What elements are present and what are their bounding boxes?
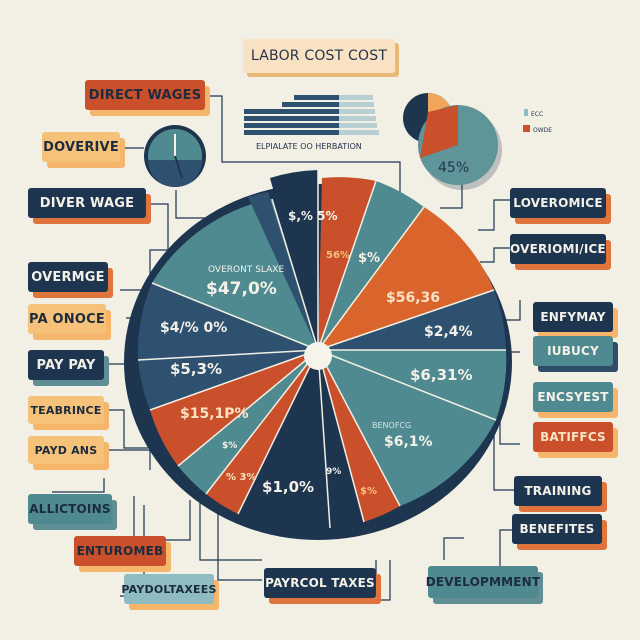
label-diver-wage: DIVER WAGE bbox=[28, 188, 146, 218]
label-loveromice: LOVEROMICE bbox=[510, 188, 606, 218]
svg-text:$6,31%: $6,31% bbox=[410, 366, 472, 384]
page-title: LABOR COST COST bbox=[243, 39, 395, 73]
svg-text:BENOFCG: BENOFCG bbox=[372, 421, 411, 430]
svg-text:$,% 5%: $,% 5% bbox=[288, 209, 337, 223]
svg-text:$%: $% bbox=[358, 251, 380, 266]
label-development: DEVELOPMMENT bbox=[426, 566, 540, 598]
svg-text:$%: $% bbox=[222, 441, 237, 451]
bar-graphic: ELPIALATE OO HERBATION bbox=[244, 95, 379, 151]
label-benefites: BENEFITES bbox=[512, 514, 602, 544]
label-payroll-taxes: PAYRCOL TAXES bbox=[264, 568, 376, 598]
label-payd-ans: PAYD ANS bbox=[28, 436, 104, 464]
clock-icon bbox=[144, 125, 206, 187]
label-doverive: DOVERIVE bbox=[42, 132, 120, 162]
label-pay-pay: PAY PAY bbox=[28, 350, 104, 380]
svg-text:$5,3%: $5,3% bbox=[170, 360, 222, 378]
svg-text:$56,36: $56,36 bbox=[386, 290, 440, 306]
label-pa-onoce: PA ONOCE bbox=[28, 304, 106, 334]
svg-text:56%: 56% bbox=[326, 250, 350, 261]
label-direct-wages: DIRECT WAGES bbox=[85, 80, 205, 110]
svg-text:$1,0%: $1,0% bbox=[262, 478, 314, 496]
svg-text:ECC: ECC bbox=[531, 111, 543, 118]
main-pie bbox=[124, 170, 512, 540]
label-encsyest: ENCSYEST bbox=[533, 382, 613, 412]
svg-text:OVERONT SLAXE: OVERONT SLAXE bbox=[208, 265, 284, 275]
svg-text:OWDE: OWDE bbox=[533, 127, 552, 134]
svg-text:45%: 45% bbox=[438, 160, 469, 176]
svg-text:9%: 9% bbox=[326, 467, 341, 477]
label-paydoltaxees: PAYDOLTAXEES bbox=[121, 574, 216, 604]
svg-text:$6,1%: $6,1% bbox=[384, 434, 433, 450]
label-training: TRAINING bbox=[514, 476, 602, 506]
svg-text:$%: $% bbox=[360, 486, 377, 497]
label-overmge: OVERMGE bbox=[28, 262, 108, 292]
label-teabrince: TEABRINCE bbox=[28, 396, 104, 424]
label-allictoins: ALLICTOINS bbox=[28, 494, 112, 524]
label-batiffcs: BATIFFCS bbox=[533, 422, 613, 452]
svg-text:$4/% 0%: $4/% 0% bbox=[160, 320, 227, 336]
svg-text:$15,1P%: $15,1P% bbox=[180, 406, 249, 422]
pie-value-labels: OVERONT SLAXE $47,0% $,% 5% 56% $% $56,3… bbox=[160, 209, 473, 497]
label-enfymay: ENFYMAY bbox=[533, 302, 613, 332]
label-overiomiice: OVERIOMI/ICE bbox=[510, 234, 606, 264]
label-iubucy: IUBUCY bbox=[533, 336, 613, 366]
svg-text:% 3%: % 3% bbox=[226, 472, 256, 483]
mini-pie: 45% ECC OWDE bbox=[403, 92, 552, 190]
svg-text:$2,4%: $2,4% bbox=[424, 324, 473, 340]
bar-graphic-caption: ELPIALATE OO HERBATION bbox=[256, 142, 362, 151]
svg-text:$47,0%: $47,0% bbox=[206, 279, 277, 299]
label-enturomeb: ENTUROMEB bbox=[74, 536, 166, 566]
